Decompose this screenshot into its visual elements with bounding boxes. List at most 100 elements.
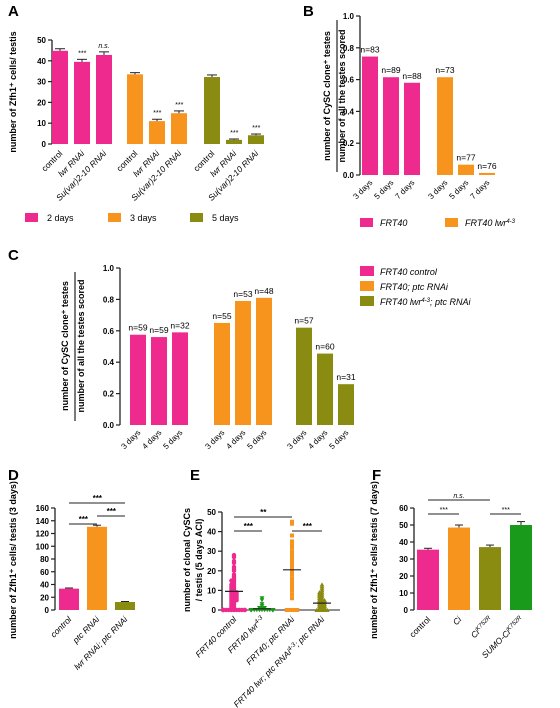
panel-c-category-label: 3 days [285, 428, 308, 451]
panel-a-significance: *** [175, 102, 183, 109]
panel-label-b: B [303, 3, 314, 20]
panel-a-legend-label: 3 days [130, 213, 157, 223]
panel-label-f: F [372, 467, 381, 484]
panel-a-bar [74, 61, 90, 145]
panel-c-bar [130, 334, 146, 425]
panel-c-bar [296, 327, 312, 425]
panel-c-category-label: 5 days [245, 428, 268, 451]
panel-b-category-label: 3 days [426, 178, 449, 201]
panel-b-bar [362, 56, 378, 175]
panel-e-y-tick-label: 50 [207, 508, 216, 517]
panel-c-data-label: n=55 [212, 311, 231, 321]
panel-a-y-label: number of Zfh1⁺ cells/ testis [8, 31, 18, 152]
panel-f-bar [448, 527, 470, 610]
panel-b-y-tick-label: 0.4 [343, 107, 355, 116]
panel-b-bar [458, 164, 474, 175]
panel-e-point [290, 580, 294, 585]
panel-e-point [290, 545, 294, 550]
panel-b-y-tick-label: 0.8 [343, 44, 355, 53]
panel-e-y-tick-label: 10 [207, 586, 216, 595]
panel-f-significance: *** [501, 507, 509, 514]
panel-f-category-label: CiK752R [469, 614, 495, 640]
panel-a-y-tick-label: 20 [37, 98, 46, 107]
panel-d-y-tick-label: 160 [36, 504, 50, 513]
panel-a-significance: *** [153, 110, 161, 117]
panel-a-bar [226, 139, 242, 144]
panel-e-significance: *** [243, 522, 253, 531]
panel-e-point [242, 607, 248, 613]
panel-c-bar [256, 297, 272, 425]
panel-f-significance: *** [439, 507, 447, 514]
panel-e-y-label-2: / testis (5 days ACI) [194, 519, 204, 602]
panel-a-bar [149, 121, 165, 144]
panel-e-point [292, 608, 297, 612]
panel-f-bar [510, 525, 532, 610]
panel-e-point [290, 584, 294, 589]
panel-a-significance: *** [252, 125, 260, 132]
panel-d: 0 20 40 60 80 100 120 140 160 number of Zfh1⁺ cel… [8, 481, 135, 672]
panel-b-y-label-2: number of all the testes scored [337, 29, 347, 162]
panel-b-bar [383, 77, 399, 175]
panel-b-legend-label: FRT40 lwr4-3 [465, 218, 516, 228]
panel-a-legend-swatch [25, 213, 38, 222]
panel-c-legend-label: FRT40 lwr4-3; ptc RNAi [380, 297, 472, 307]
panel-c-legend-swatch [360, 296, 374, 306]
panel-d-significance: *** [92, 494, 102, 503]
panel-d-y-tick-label: 100 [36, 542, 50, 551]
panel-a-bar [204, 77, 220, 144]
panel-e-point [270, 608, 276, 613]
panel-e-point [290, 608, 294, 612]
panel-c-bar [172, 332, 188, 425]
panel-b-y-label-1: number of CySC clone⁺ testes [322, 31, 332, 161]
panel-c-data-label: n=32 [170, 320, 189, 330]
panel-e-point [231, 560, 237, 566]
panel-c-category-label: 5 days [327, 428, 350, 451]
panel-f-bar [479, 547, 501, 610]
panel-b-data-label: n=77 [456, 153, 475, 163]
panel-c-data-label: n=60 [315, 342, 334, 352]
panel-b-bar [479, 172, 495, 175]
panel-b-legend-swatch [445, 218, 458, 227]
panel-e-point [295, 608, 300, 612]
panel-f-y-tick-label: 10 [399, 589, 408, 598]
panel-label-a: A [8, 3, 19, 20]
panel-d-y-tick-label: 140 [36, 517, 50, 526]
panel-e-point [284, 608, 289, 612]
panel-e-point [290, 592, 294, 597]
panel-c-y-tick-label: 0.0 [103, 421, 115, 430]
panel-c-legend-label: FRT40 control [380, 267, 438, 277]
panel-e-point [220, 607, 226, 613]
panel-a-bar [127, 74, 143, 144]
panel-b-data-label: n=76 [477, 161, 496, 171]
panel-b-legend-label: FRT40 [380, 218, 407, 228]
panel-e-point [248, 608, 254, 613]
panel-c: 0.0 0.2 0.4 0.6 0.8 1.0 number of CySC clone⁺ … [60, 264, 472, 451]
panel-c-y-label-2: number of all the testes scored [76, 279, 86, 412]
panel-c-bar [214, 322, 230, 425]
panel-e-y-label-1: number of clonal CySCs [182, 508, 192, 612]
panel-c-category-label: 4 days [140, 428, 163, 451]
panel-c-data-label: n=53 [233, 289, 252, 299]
panel-c-y-tick-label: 0.2 [103, 390, 115, 399]
panel-b-category-label: 5 days [372, 178, 395, 201]
panel-c-legend-swatch [360, 281, 374, 291]
panel-a-legend-swatch [190, 213, 203, 222]
panel-e-y-tick-label: 40 [207, 528, 216, 537]
panel-b-legend-swatch [360, 218, 373, 227]
panel-c-bar [235, 300, 251, 425]
panel-f-y-tick-label: 0 [404, 606, 409, 615]
panel-d-bar [87, 526, 107, 610]
panel-b-category-label: 5 days [447, 178, 470, 201]
panel-a-y-tick-label: 30 [37, 78, 46, 87]
panel-a-significance: *** [230, 130, 238, 137]
panel-f-y-tick-label: 60 [399, 504, 408, 513]
panel-b-y-tick-label: 1.0 [343, 12, 355, 21]
panel-f-y-tick-label: 40 [399, 538, 408, 547]
panel-e-point [287, 608, 292, 612]
panel-e-point [314, 607, 320, 612]
panel-a-bar [171, 113, 187, 144]
panel-e-point [231, 554, 237, 560]
panel-e-point [290, 596, 294, 601]
panel-c-bar [338, 384, 354, 425]
